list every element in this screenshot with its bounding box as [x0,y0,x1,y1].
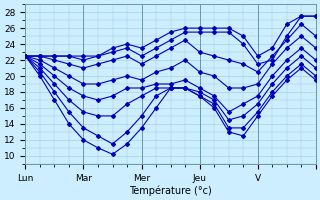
X-axis label: Température (°c): Température (°c) [129,185,212,196]
